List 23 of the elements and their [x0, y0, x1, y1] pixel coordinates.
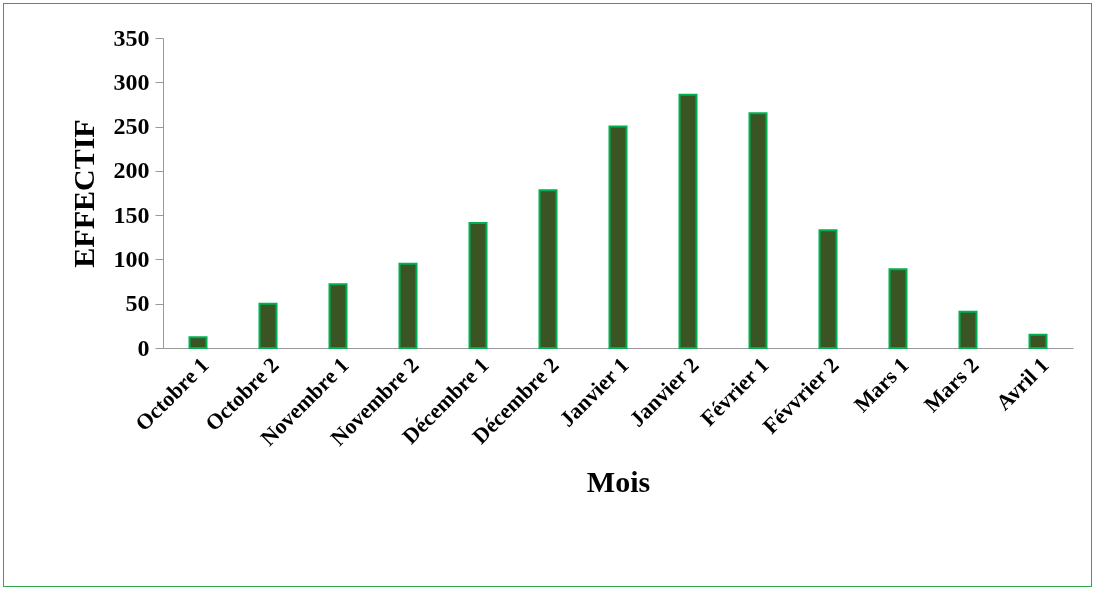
y-tick-label: 100 [113, 245, 150, 272]
y-tick-label: 250 [113, 113, 150, 140]
bar [398, 262, 418, 349]
x-axis-title: Mois [586, 464, 651, 498]
bar [468, 222, 488, 349]
bar [538, 189, 558, 349]
y-axis-title: EFFECTIF [66, 119, 100, 268]
bar [328, 283, 348, 349]
y-tick-label: 150 [113, 201, 150, 228]
bar [258, 302, 278, 349]
bar [608, 125, 628, 349]
y-tick-label: 50 [125, 290, 150, 317]
bar [188, 336, 208, 349]
bar [818, 229, 838, 349]
bar [958, 310, 978, 349]
y-tick-label: 200 [113, 157, 150, 184]
bar [1028, 333, 1048, 349]
y-tick-label: 300 [113, 68, 150, 95]
bar [748, 112, 768, 349]
y-tick-label: 0 [137, 334, 150, 361]
bar [678, 93, 698, 349]
y-tick-label: 350 [113, 24, 150, 51]
bar [888, 268, 908, 349]
